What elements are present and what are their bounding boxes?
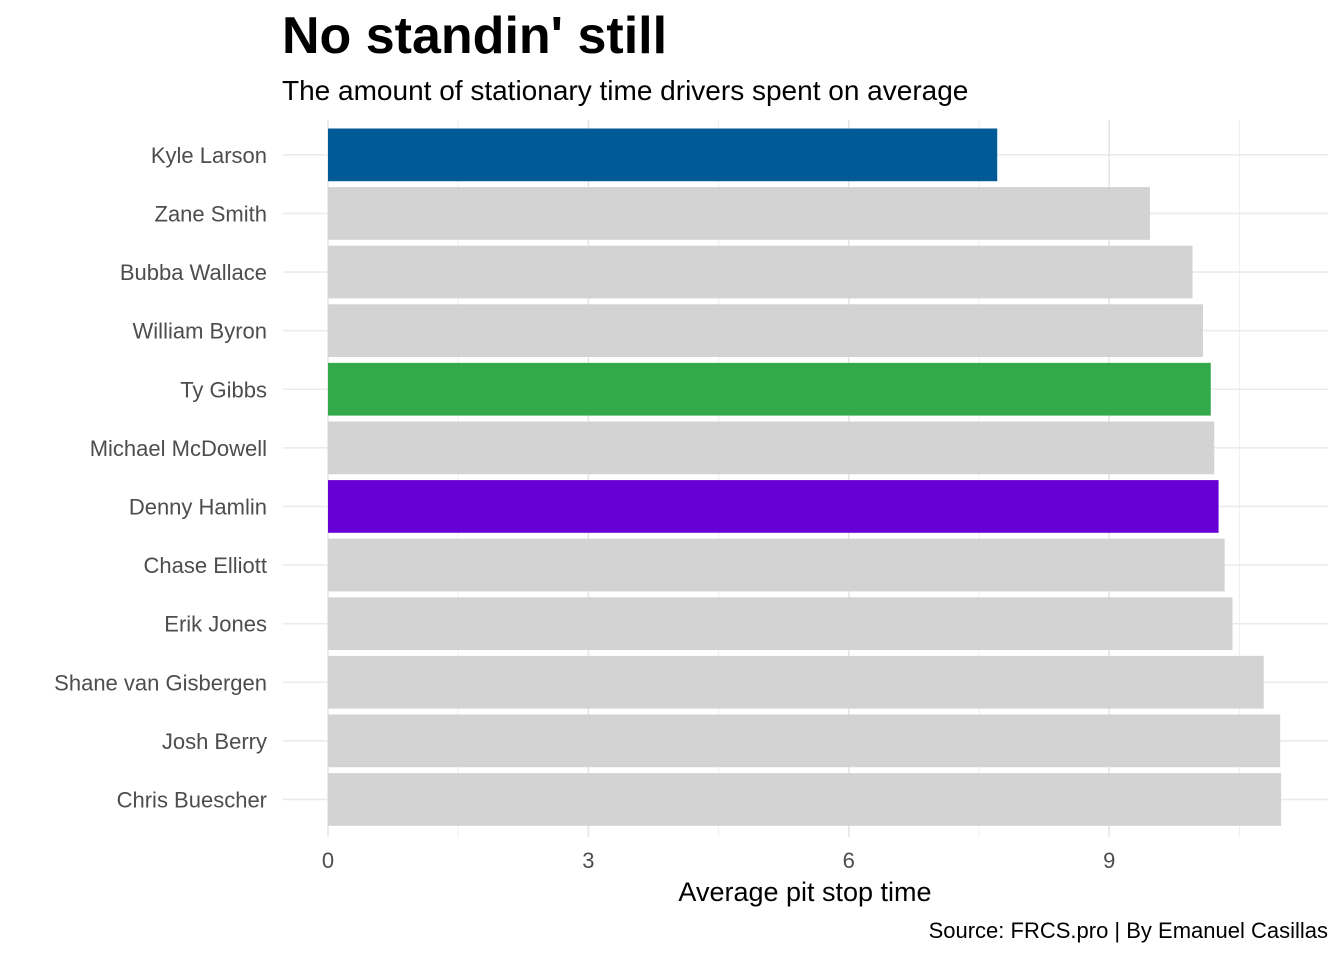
x-axis-title: Average pit stop time bbox=[678, 877, 931, 907]
bar-william-byron bbox=[328, 304, 1203, 357]
bars bbox=[328, 128, 1282, 826]
y-tick-label-ty-gibbs: Ty Gibbs bbox=[180, 377, 267, 402]
y-tick-label-denny-hamlin: Denny Hamlin bbox=[129, 494, 267, 519]
bar-bubba-wallace bbox=[328, 245, 1193, 299]
bar-michael-mcdowell bbox=[328, 421, 1215, 475]
y-tick-label-chris-buescher: Chris Buescher bbox=[117, 787, 267, 812]
y-tick-label-bubba-wallace: Bubba Wallace bbox=[120, 260, 267, 285]
x-tick-label: 0 bbox=[322, 848, 334, 873]
y-tick-label-chase-elliott: Chase Elliott bbox=[143, 553, 267, 578]
y-tick-label-shane-van-gisbergen: Shane van Gisbergen bbox=[54, 670, 267, 695]
x-tick-labels: 0 3 6 9 bbox=[322, 848, 1115, 873]
bar-chris-buescher bbox=[328, 773, 1282, 826]
bar-denny-hamlin bbox=[328, 480, 1219, 533]
y-tick-label-erik-jones: Erik Jones bbox=[164, 612, 267, 637]
chart-caption: Source: FRCS.pro | By Emanuel Casillas bbox=[928, 918, 1328, 943]
bar-zane-smith bbox=[328, 187, 1150, 240]
y-tick-label-josh-berry: Josh Berry bbox=[162, 729, 267, 754]
x-tick-label: 9 bbox=[1103, 848, 1115, 873]
y-tick-label-michael-mcdowell: Michael McDowell bbox=[90, 436, 267, 461]
x-tick-label: 6 bbox=[843, 848, 855, 873]
bar-shane-van-gisbergen bbox=[328, 655, 1264, 709]
y-tick-label-zane-smith: Zane Smith bbox=[155, 201, 268, 226]
y-tick-labels: Kyle Larson Zane Smith Bubba Wallace Willia… bbox=[54, 143, 267, 813]
bar-ty-gibbs bbox=[328, 362, 1211, 416]
y-tick-label-kyle-larson: Kyle Larson bbox=[151, 143, 267, 168]
y-tick-label-william-byron: William Byron bbox=[133, 319, 267, 344]
bar-josh-berry bbox=[328, 714, 1281, 768]
chart-title: No standin' still bbox=[282, 7, 668, 65]
bar-chase-elliott bbox=[328, 538, 1225, 592]
chart-subtitle: The amount of stationary time drivers sp… bbox=[282, 75, 969, 106]
x-tick-label: 3 bbox=[582, 848, 594, 873]
bar-kyle-larson bbox=[328, 128, 998, 182]
bar-erik-jones bbox=[328, 597, 1233, 650]
